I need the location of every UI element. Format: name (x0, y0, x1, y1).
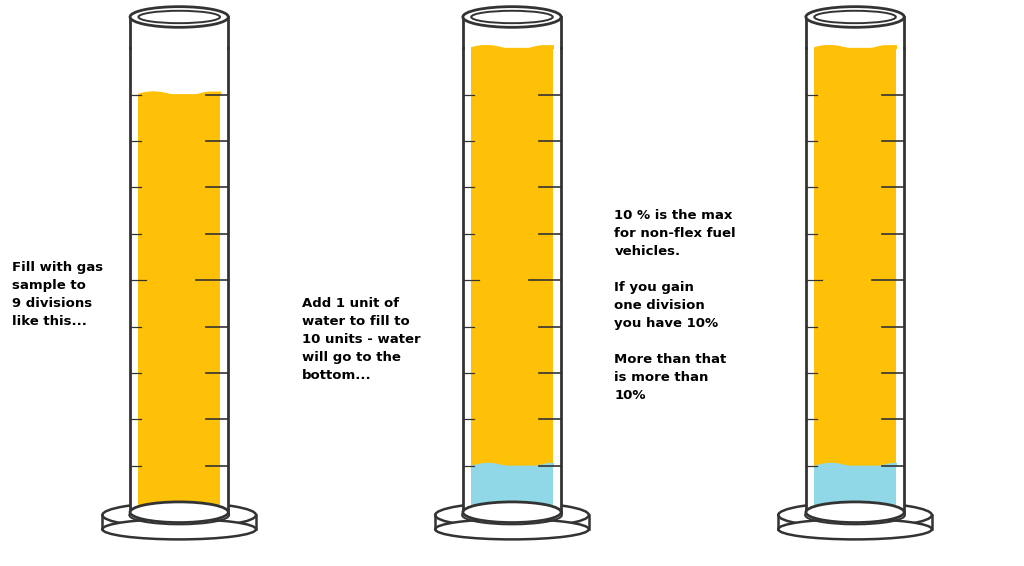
Text: Add 1 unit of
water to fill to
10 units - water
will go to the
bottom...: Add 1 unit of water to fill to 10 units … (302, 297, 421, 382)
Bar (814, 466, 896, 512)
Bar (814, 48, 896, 512)
Ellipse shape (435, 503, 589, 528)
Bar (471, 48, 553, 512)
Ellipse shape (806, 502, 904, 522)
Ellipse shape (806, 7, 904, 27)
Bar (814, 48, 896, 466)
Bar (471, 466, 553, 512)
Bar (806, 48, 904, 512)
Bar (471, 466, 553, 512)
Ellipse shape (102, 503, 256, 528)
Bar (471, 48, 553, 466)
Text: 10 % is the max
for non-flex fuel
vehicles.

If you gain
one division
you have 1: 10 % is the max for non-flex fuel vehicl… (614, 209, 736, 402)
Bar (130, 48, 228, 512)
Ellipse shape (778, 503, 932, 528)
Bar (471, 48, 553, 466)
Ellipse shape (778, 519, 932, 539)
Ellipse shape (463, 7, 561, 27)
Ellipse shape (130, 502, 228, 522)
Ellipse shape (463, 502, 561, 522)
Text: Fill with gas
sample to
9 divisions
like this...: Fill with gas sample to 9 divisions like… (12, 261, 103, 328)
Bar (138, 95, 220, 512)
Ellipse shape (102, 519, 256, 539)
Bar (814, 48, 896, 466)
Bar (138, 95, 220, 512)
Ellipse shape (435, 519, 589, 539)
Bar (463, 48, 561, 512)
Bar (814, 466, 896, 512)
Bar (138, 48, 220, 512)
Ellipse shape (130, 7, 228, 27)
